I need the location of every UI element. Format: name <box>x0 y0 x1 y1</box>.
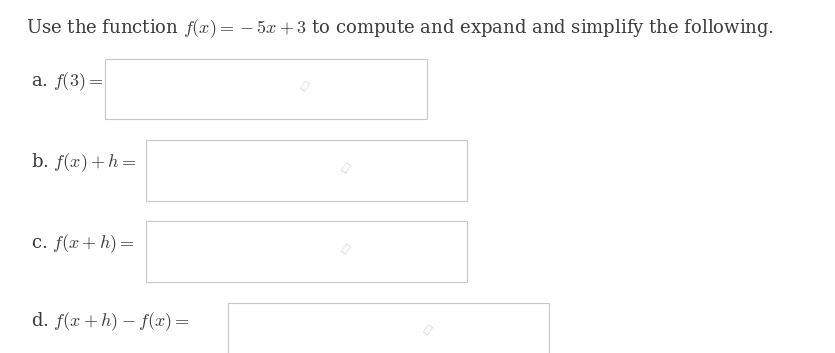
Text: b. $f(x) + h =$: b. $f(x) + h =$ <box>31 151 136 174</box>
Text: 🖊: 🖊 <box>422 324 433 336</box>
Text: 🖊: 🖊 <box>340 161 351 173</box>
Text: a. $f(3) =$: a. $f(3) =$ <box>31 70 104 93</box>
Bar <box>146 140 468 201</box>
Bar <box>228 303 549 353</box>
Text: c. $f(x + h) =$: c. $f(x + h) =$ <box>31 233 135 255</box>
Text: d. $f(x + h) - f(x) =$: d. $f(x + h) - f(x) =$ <box>31 310 190 333</box>
Bar <box>105 59 427 119</box>
Bar <box>146 221 468 282</box>
Text: Use the function $f(x) = -5x + 3$ to compute and expand and simplify the followi: Use the function $f(x) = -5x + 3$ to com… <box>27 17 774 40</box>
Text: 🖊: 🖊 <box>299 80 310 92</box>
Text: 🖊: 🖊 <box>340 243 351 255</box>
